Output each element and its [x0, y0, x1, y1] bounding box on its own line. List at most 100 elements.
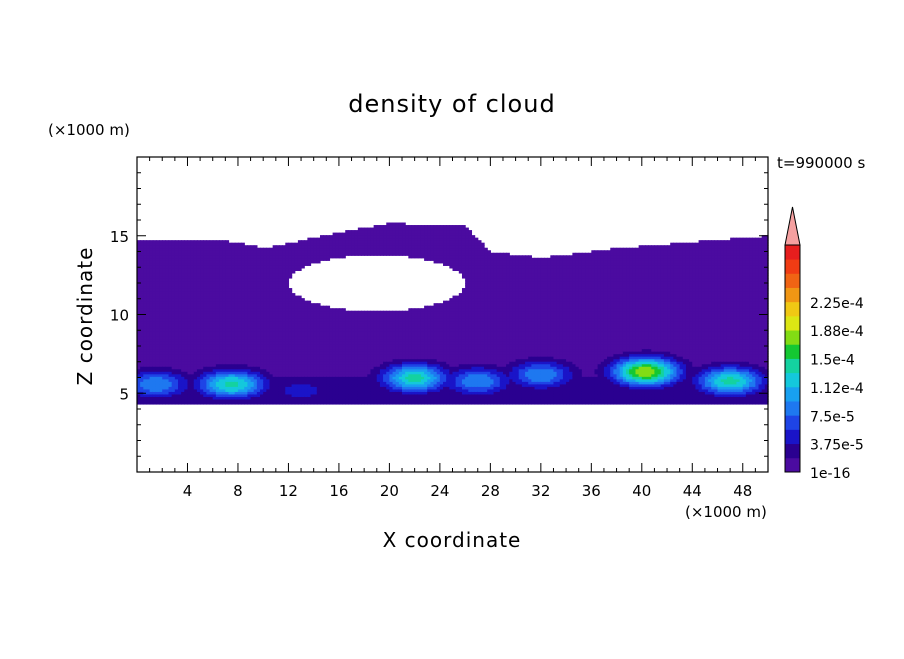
heatmap-cell: [335, 335, 340, 340]
heatmap-cell: [253, 388, 258, 392]
heatmap-cell: [282, 340, 286, 345]
heatmap-cell: [285, 391, 290, 395]
heatmap-cell: [275, 378, 280, 382]
heatmap-cell: [364, 247, 368, 251]
heatmap-cell: [260, 290, 264, 294]
heatmap-cell: [351, 310, 356, 314]
heatmap-cell: [174, 363, 179, 367]
heatmap-cell: [190, 283, 195, 287]
heatmap-cell: [326, 353, 331, 357]
heatmap-cell: [335, 391, 340, 395]
heatmap-cell: [234, 293, 239, 297]
heatmap-cell: [250, 351, 255, 355]
heatmap-cell: [288, 275, 293, 279]
heatmap-cell: [146, 348, 151, 352]
heatmap-cell: [146, 285, 151, 289]
heatmap-cell: [196, 335, 201, 340]
heatmap-cell: [140, 325, 144, 329]
heatmap-cell: [234, 398, 239, 403]
heatmap-cell: [181, 401, 185, 405]
heatmap-cell: [291, 353, 296, 357]
heatmap-cell: [282, 298, 286, 302]
heatmap-cell: [272, 333, 277, 337]
heatmap-cell: [181, 265, 185, 269]
heatmap-cell: [332, 358, 337, 362]
heatmap-cell: [335, 358, 340, 362]
heatmap-cell: [231, 300, 236, 304]
x-unit-label: (×1000 m): [685, 503, 767, 521]
heatmap-cell: [301, 358, 305, 362]
heatmap-cell: [297, 340, 302, 345]
heatmap-cell: [146, 378, 151, 382]
heatmap-cell: [367, 328, 372, 332]
heatmap-cell: [370, 343, 375, 347]
heatmap-cell: [383, 330, 387, 334]
heatmap-cell: [143, 288, 148, 292]
heatmap-cell: [316, 338, 321, 342]
heatmap-cell: [146, 313, 151, 317]
heatmap-cell: [165, 373, 170, 377]
heatmap-cell: [200, 378, 204, 382]
heatmap-cell: [234, 366, 239, 370]
heatmap-cell: [225, 368, 230, 372]
heatmap-cell: [383, 393, 387, 397]
heatmap-cell: [291, 371, 296, 375]
heatmap-cell: [178, 333, 182, 337]
heatmap-cell: [392, 351, 397, 355]
heatmap-cell: [405, 383, 409, 387]
heatmap-cell: [260, 371, 264, 375]
heatmap-cell: [304, 376, 308, 380]
heatmap-cell: [152, 363, 157, 367]
heatmap-cell: [285, 398, 290, 403]
heatmap-cell: [162, 366, 166, 370]
heatmap-cell: [294, 391, 299, 395]
heatmap-cell: [285, 288, 290, 292]
heatmap-cell: [228, 325, 233, 329]
heatmap-cell: [332, 378, 337, 382]
heatmap-cell: [196, 245, 201, 249]
heatmap-cell: [168, 325, 173, 329]
heatmap-cell: [304, 252, 308, 256]
heatmap-cell: [323, 240, 327, 244]
heatmap-cell: [140, 280, 144, 284]
heatmap-cell: [159, 300, 163, 304]
heatmap-cell: [237, 255, 242, 259]
heatmap-cell: [395, 323, 400, 327]
heatmap-cell: [178, 335, 182, 340]
heatmap-cell: [155, 340, 160, 345]
heatmap-cell: [256, 250, 261, 254]
heatmap-cell: [326, 325, 331, 329]
heatmap-cell: [215, 262, 220, 266]
heatmap-cell: [354, 252, 359, 256]
heatmap-cell: [288, 346, 293, 350]
heatmap-cell: [288, 293, 293, 297]
heatmap-cell: [405, 376, 409, 380]
heatmap-cell: [282, 368, 286, 372]
heatmap-cell: [209, 391, 214, 395]
heatmap-cell: [329, 351, 334, 355]
heatmap-cell: [143, 300, 148, 304]
heatmap-cell: [250, 388, 255, 392]
heatmap-cell: [215, 393, 220, 397]
heatmap-cell: [250, 333, 255, 337]
heatmap-cell: [256, 393, 261, 397]
heatmap-cell: [155, 328, 160, 332]
heatmap-cell: [367, 348, 372, 352]
heatmap-cell: [225, 303, 230, 307]
heatmap-cell: [282, 285, 286, 289]
heatmap-cell: [272, 320, 277, 324]
heatmap-cell: [278, 315, 283, 319]
heatmap-cell: [383, 358, 387, 362]
heatmap-cell: [272, 353, 277, 357]
heatmap-cell: [361, 346, 365, 350]
heatmap-cell: [342, 368, 346, 372]
heatmap-cell: [294, 308, 299, 312]
heatmap-cell: [323, 315, 327, 319]
heatmap-cell: [376, 348, 381, 352]
heatmap-cell: [241, 363, 245, 367]
heatmap-cell: [137, 340, 141, 345]
heatmap-cell: [402, 346, 406, 350]
heatmap-cell: [291, 338, 296, 342]
heatmap-cell: [342, 318, 346, 322]
heatmap-cell: [203, 308, 208, 312]
